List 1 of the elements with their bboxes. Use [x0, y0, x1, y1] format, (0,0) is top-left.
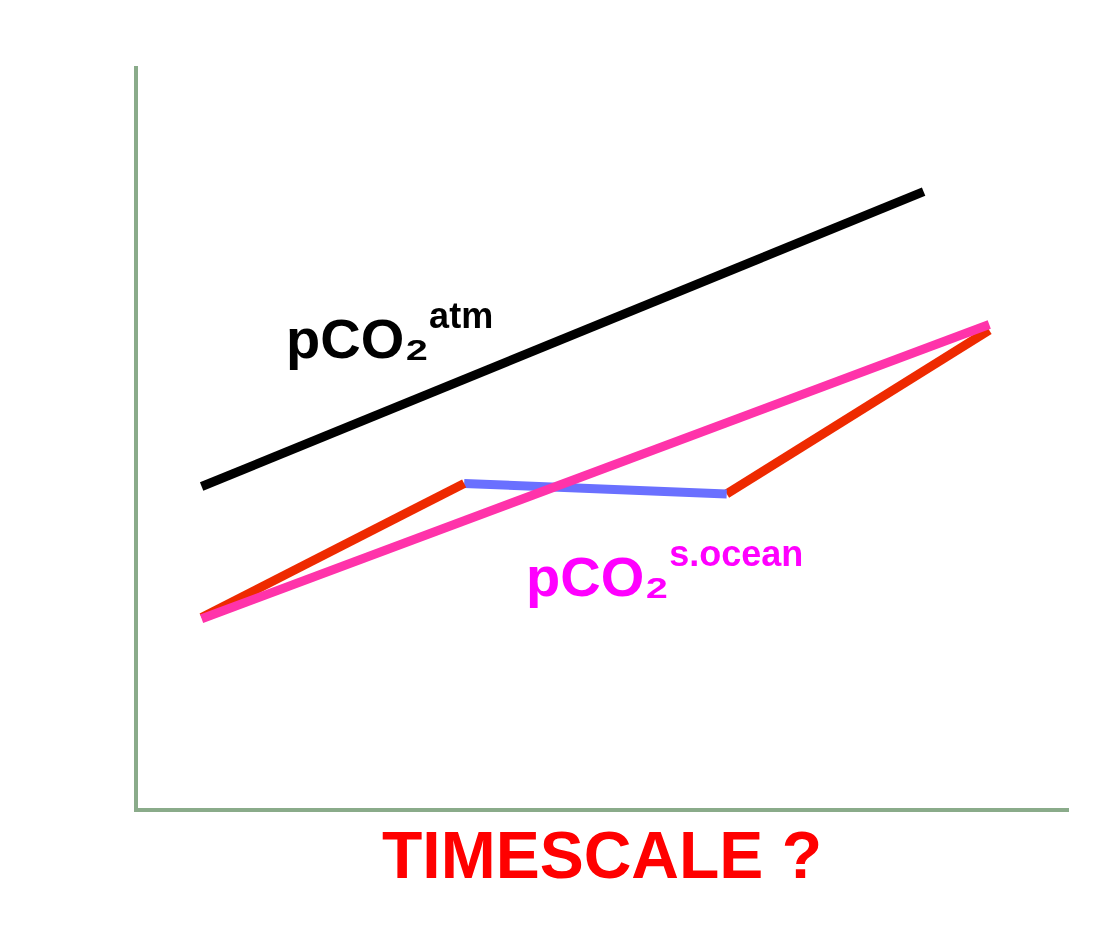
x-axis-title: TIMESCALE ?: [382, 817, 822, 892]
